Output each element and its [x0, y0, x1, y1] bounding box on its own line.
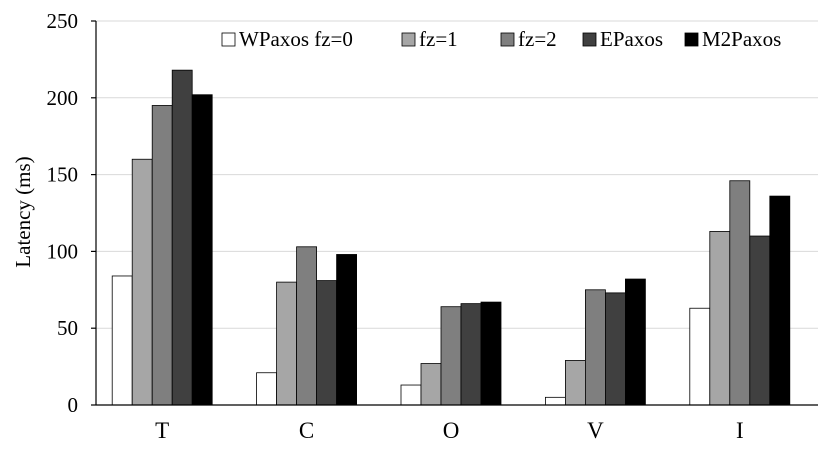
- bar-m2paxos-v: [625, 278, 646, 406]
- bar-m2paxos-c: [336, 254, 358, 406]
- x-tick-label: O: [443, 418, 460, 443]
- legend-label: EPaxos: [600, 27, 663, 51]
- bar-fz-1-o: [420, 363, 442, 406]
- bar-epaxos-o: [460, 303, 482, 406]
- legend: WPaxos fz=0 fz=1 fz=2 EPaxos M2Paxos: [221, 27, 781, 51]
- legend-label: fz=1: [419, 27, 458, 51]
- bar-epaxos-v: [605, 292, 626, 406]
- y-tick-label: 150: [47, 163, 79, 187]
- bars: [111, 69, 791, 406]
- bar-wpaxos-fz-0-o: [400, 384, 422, 406]
- legend-swatch: [401, 32, 416, 47]
- bar-m2paxos-o: [480, 301, 502, 406]
- bar-epaxos-t: [171, 69, 193, 406]
- x-tick-label: I: [736, 418, 744, 443]
- x-tick-label: V: [587, 418, 604, 443]
- legend-swatch: [582, 32, 597, 47]
- bar-fz-1-t: [131, 158, 153, 406]
- legend-label: WPaxos fz=0: [239, 27, 353, 51]
- bar-fz-2-i: [729, 180, 751, 406]
- y-tick-labels: 0 50 100 150 200 250: [47, 9, 79, 417]
- x-tick-label: C: [299, 418, 314, 443]
- bar-wpaxos-fz-0-v: [545, 396, 566, 406]
- y-tick-label: 100: [47, 239, 79, 263]
- legend-swatch: [684, 32, 699, 47]
- bar-m2paxos-i: [769, 195, 791, 406]
- bar-fz-2-v: [585, 289, 606, 406]
- bar-epaxos-c: [316, 280, 338, 406]
- axes: [91, 20, 818, 406]
- bar-fz-1-i: [709, 231, 731, 406]
- legend-swatch: [500, 32, 515, 47]
- bar-fz-1-v: [565, 360, 586, 406]
- bar-wpaxos-fz-0-c: [256, 372, 278, 406]
- y-tick-label: 0: [68, 393, 79, 417]
- bar-fz-2-c: [296, 246, 318, 406]
- y-tick-label: 50: [57, 316, 78, 340]
- legend-swatch: [221, 32, 236, 47]
- y-tick-label: 250: [47, 9, 79, 33]
- legend-label: fz=2: [518, 27, 557, 51]
- y-tick-label: 200: [47, 86, 79, 110]
- bar-epaxos-i: [749, 235, 771, 406]
- bar-fz-1-c: [276, 281, 298, 406]
- y-axis-title: Latency (ms): [11, 156, 35, 267]
- legend-label: M2Paxos: [702, 27, 781, 51]
- bar-wpaxos-fz-0-t: [111, 275, 133, 406]
- x-tick-label: T: [155, 418, 169, 443]
- bar-fz-2-o: [440, 306, 462, 406]
- bar-m2paxos-t: [191, 94, 213, 406]
- bar-wpaxos-fz-0-i: [689, 307, 711, 406]
- bar-fz-2-t: [151, 105, 173, 406]
